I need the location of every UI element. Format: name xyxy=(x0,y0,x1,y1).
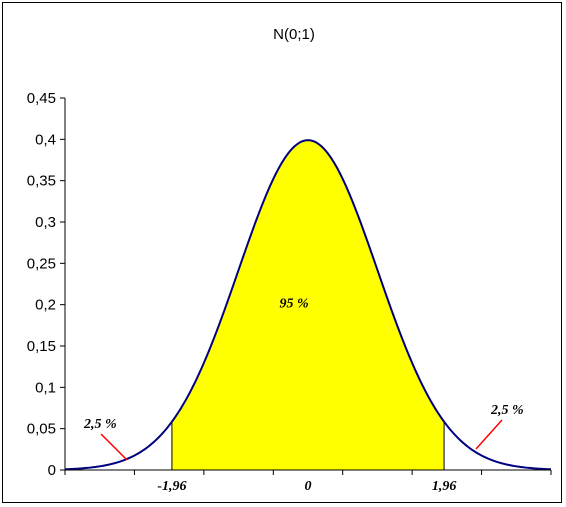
center-percent-label: 95 % xyxy=(280,297,309,312)
x-tick-label: 1,96 xyxy=(432,479,457,494)
plot-area xyxy=(64,139,552,471)
y-tick-label: 0,3 xyxy=(35,214,56,231)
density-curve xyxy=(64,139,552,471)
x-tick-label: 0 xyxy=(305,479,312,494)
y-tick-label: 0,05 xyxy=(27,421,56,438)
axes: 0 0,05 0,1 0,15 0,2 0,25 0,3 0,35 0,4 0,45 -1,96 0 1… xyxy=(27,90,552,494)
y-tick-label: 0 xyxy=(48,462,56,479)
y-tick-label: 0,25 xyxy=(27,255,56,272)
y-tick-label: 0,35 xyxy=(27,173,56,190)
y-tick-label: 0,4 xyxy=(35,131,56,148)
x-tick-label: -1,96 xyxy=(157,479,186,494)
right-tail-label: 2,5 % xyxy=(490,403,524,418)
y-tick-label: 0,1 xyxy=(35,379,56,396)
y-tick-label: 0,15 xyxy=(27,338,56,355)
left-tail-label: 2,5 % xyxy=(83,417,117,432)
y-tick-label: 0,45 xyxy=(27,90,56,107)
shaded-area-95 xyxy=(171,140,445,470)
y-tick-label: 0,2 xyxy=(35,297,56,314)
chart-title: N(0;1) xyxy=(273,26,315,43)
annotations: 95 % 2,5 % 2,5 % xyxy=(83,297,524,461)
left-tail-pointer xyxy=(100,433,128,461)
right-tail-pointer xyxy=(475,419,503,450)
